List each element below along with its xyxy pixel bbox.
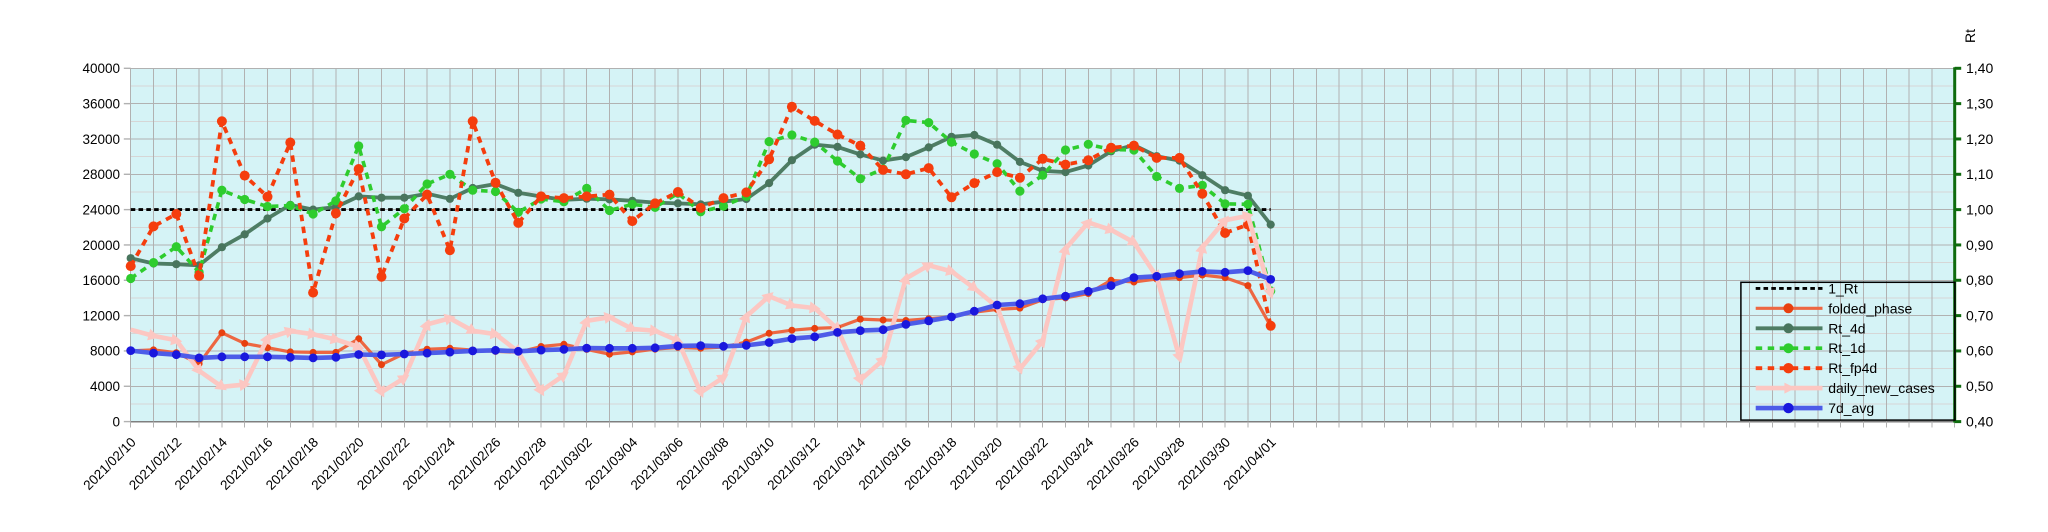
svg-text:1_Rt: 1_Rt (1828, 280, 1858, 296)
svg-text:7d_avg: 7d_avg (1828, 400, 1874, 416)
svg-text:28000: 28000 (82, 167, 120, 182)
svg-text:0,80: 0,80 (1966, 272, 1993, 288)
svg-text:40000: 40000 (82, 61, 120, 76)
svg-text:0,40: 0,40 (1966, 413, 1993, 429)
svg-text:0,90: 0,90 (1966, 237, 1993, 253)
svg-text:0,50: 0,50 (1966, 378, 1993, 394)
svg-text:4000: 4000 (90, 379, 120, 394)
svg-text:1,00: 1,00 (1966, 201, 1993, 217)
svg-text:12000: 12000 (82, 308, 120, 323)
svg-text:1,10: 1,10 (1966, 166, 1993, 182)
svg-text:Rt_1d: Rt_1d (1828, 340, 1865, 356)
svg-text:0,70: 0,70 (1966, 307, 1993, 323)
svg-text:0: 0 (112, 414, 120, 429)
svg-text:24000: 24000 (82, 202, 120, 217)
svg-text:daily_new_cases: daily_new_cases (1828, 380, 1935, 396)
svg-text:folded_phase: folded_phase (1828, 300, 1912, 316)
svg-text:1,20: 1,20 (1966, 131, 1993, 147)
svg-text:8000: 8000 (90, 344, 120, 359)
svg-text:0,60: 0,60 (1966, 343, 1993, 359)
svg-text:Rt: Rt (1962, 29, 1978, 43)
svg-text:Rt_fp4d: Rt_fp4d (1828, 360, 1877, 376)
svg-text:16000: 16000 (82, 273, 120, 288)
svg-text:1,40: 1,40 (1966, 60, 1993, 76)
svg-text:36000: 36000 (82, 96, 120, 111)
svg-text:32000: 32000 (82, 132, 120, 147)
svg-text:Rt_4d: Rt_4d (1828, 320, 1865, 336)
svg-text:1,30: 1,30 (1966, 95, 1993, 111)
svg-text:20000: 20000 (82, 238, 120, 253)
